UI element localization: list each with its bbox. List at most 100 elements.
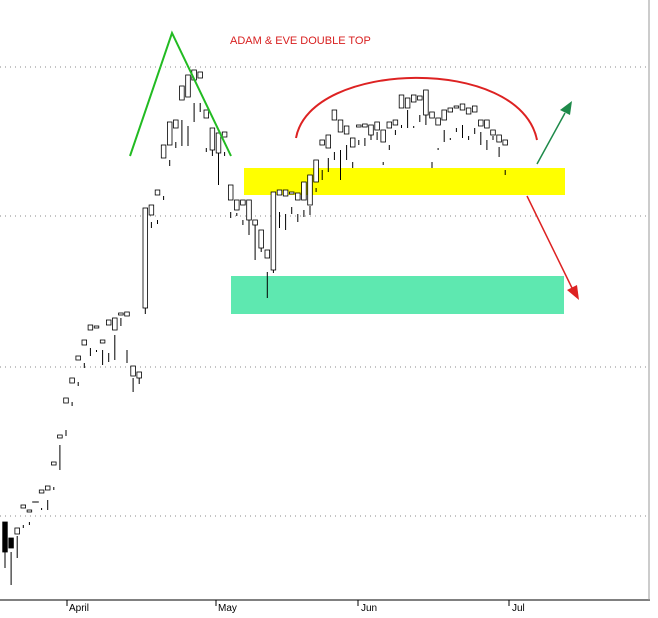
candle-body [63, 397, 69, 404]
target-zone [231, 276, 564, 314]
candle-body [410, 94, 417, 103]
candle-body [325, 134, 331, 149]
x-tick-label: Jul [512, 603, 525, 614]
candle [227, 184, 234, 218]
candle [185, 74, 191, 146]
candle [496, 134, 502, 157]
candle-body [142, 207, 148, 309]
candle [386, 121, 392, 150]
candle-body [386, 121, 392, 129]
candle-body [197, 71, 203, 79]
upside-arrow-head [560, 101, 572, 115]
candle-body [380, 129, 386, 143]
candle [392, 119, 399, 135]
candle [282, 189, 289, 230]
candle-body [264, 249, 270, 259]
candle [380, 129, 386, 165]
candle-body [166, 121, 173, 146]
candle-body [417, 95, 423, 101]
candle [490, 129, 496, 140]
candle [57, 434, 63, 470]
candle-body [465, 107, 472, 115]
candle [441, 109, 447, 142]
candle [337, 119, 344, 180]
candle-body [453, 105, 460, 109]
candle-body [496, 134, 502, 143]
candle [478, 119, 484, 145]
x-tick-label: May [218, 603, 237, 614]
candle [160, 144, 167, 200]
downside-arrow-line [526, 195, 573, 289]
candle-body [490, 129, 496, 136]
candles-group [2, 69, 508, 585]
candle-body [130, 365, 136, 377]
candle-body [368, 124, 374, 136]
candle-body [471, 105, 478, 113]
candle [179, 85, 185, 146]
candle-body [258, 229, 264, 249]
candle-body [343, 125, 350, 135]
candle-body [459, 103, 466, 111]
candle-body [215, 132, 222, 154]
candle-body [282, 189, 289, 197]
candle-body [87, 324, 94, 331]
candle-body [185, 74, 191, 98]
candle [319, 139, 325, 180]
candle-body [20, 504, 26, 509]
candle [459, 103, 466, 138]
candle-body [234, 199, 240, 211]
candle-body [2, 521, 8, 553]
candle [258, 229, 264, 252]
candle [325, 134, 331, 172]
candle [276, 189, 283, 228]
neckline-zone [244, 168, 565, 195]
candle [14, 527, 20, 558]
candle [307, 174, 313, 215]
downside-arrow-head [567, 285, 579, 300]
candle-body [38, 489, 45, 494]
candle [173, 119, 179, 148]
candle [20, 504, 26, 528]
candle-body [331, 109, 338, 121]
candle-body [14, 527, 20, 535]
candle [2, 521, 8, 568]
candle-body [288, 191, 295, 195]
candle [8, 537, 14, 585]
candle-body [502, 139, 508, 146]
candle-body [319, 139, 325, 146]
candle-body [221, 131, 228, 138]
candle-body [295, 192, 301, 201]
candle [313, 159, 319, 192]
candle [81, 339, 87, 368]
candle-body [246, 199, 252, 221]
candle-body [362, 123, 368, 128]
candle [112, 317, 118, 360]
candle-body [124, 311, 130, 317]
candle-body [313, 159, 319, 183]
candle-body [209, 127, 216, 151]
candle [435, 117, 441, 150]
gridlines [0, 66, 650, 517]
candle-body [75, 355, 81, 361]
candle [45, 485, 51, 510]
candle [410, 94, 417, 128]
candle [240, 199, 246, 225]
candle [221, 131, 228, 156]
candle [93, 325, 100, 352]
candle [465, 107, 472, 140]
candle-body [392, 119, 399, 126]
candle-body [203, 109, 209, 119]
candle-body [118, 312, 124, 316]
candle [87, 324, 94, 356]
candle [288, 191, 295, 214]
candle [99, 339, 106, 365]
candle-body [136, 371, 142, 379]
candle [252, 219, 258, 260]
candle [484, 119, 490, 150]
upside-arrow [536, 101, 572, 165]
candle-body [404, 97, 411, 109]
candle [270, 191, 277, 273]
candle-body [252, 219, 258, 226]
candle-body [8, 537, 14, 549]
